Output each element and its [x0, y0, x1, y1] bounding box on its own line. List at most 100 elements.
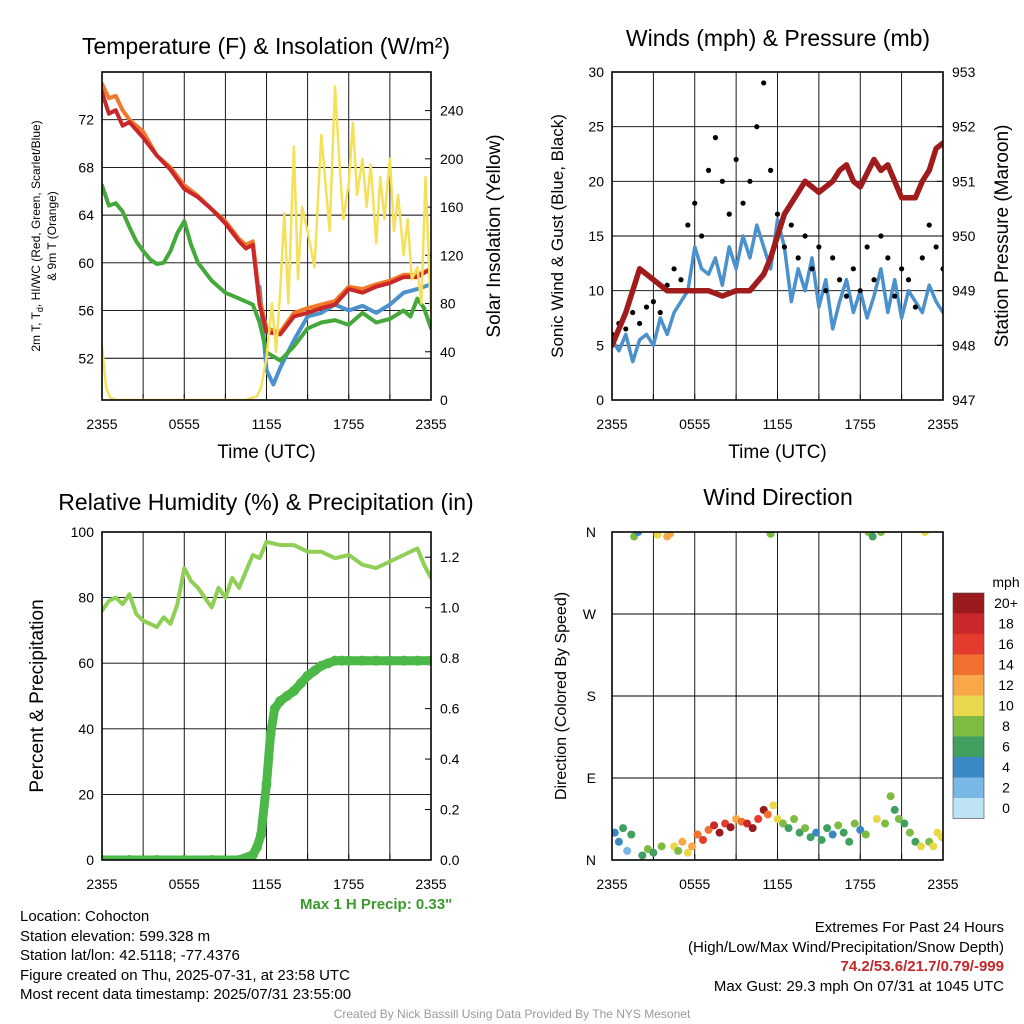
x-tick-label: 0555 — [169, 876, 200, 892]
colorbar-label: 0 — [1002, 800, 1010, 816]
colorbar-label: 14 — [998, 657, 1014, 673]
y-tick-label: 25 — [588, 119, 604, 135]
colorbar-swatch — [953, 695, 984, 716]
y-tick-label: 56 — [78, 303, 94, 319]
y-right-tick-label: 120 — [440, 247, 464, 263]
precip-point — [371, 655, 382, 666]
direction-point — [763, 810, 772, 819]
y-right-tick-label: 950 — [952, 228, 976, 244]
direction-point — [674, 846, 683, 855]
direction-point — [937, 833, 943, 842]
gust-point — [885, 255, 891, 261]
y-right-tick-label: 0.2 — [440, 802, 460, 818]
y-right-tick-label: 951 — [952, 173, 976, 189]
gust-point — [650, 299, 656, 305]
gust-point — [836, 277, 843, 283]
y-axis-label-part: 2m T, T — [29, 311, 43, 351]
direction-point — [769, 801, 778, 810]
gust-point — [671, 266, 677, 272]
direction-point — [801, 824, 810, 833]
direction-point — [612, 828, 619, 837]
y-tick-label: 60 — [78, 255, 94, 271]
y-right-tick-label: 0.6 — [440, 701, 460, 717]
extremes-heading: Extremes For Past 24 Hours — [814, 919, 1004, 936]
wind-speed-colorbar: mph 20+ 18 16 14 12 10 8 6 4 2 0 — [952, 574, 1020, 819]
most-recent-timestamp: Most recent data timestamp: 2025/07/31 2… — [20, 986, 352, 1003]
direction-point — [683, 848, 692, 857]
y-axis-label: Sonic Wind & Gust (Blue, Black) — [548, 114, 567, 358]
direction-point — [653, 532, 662, 539]
gust-point — [630, 309, 636, 316]
direction-point — [784, 824, 793, 833]
y-right-tick-label: 40 — [440, 344, 456, 360]
precip-point — [206, 855, 217, 860]
gust-point — [699, 233, 705, 239]
gust-point — [754, 124, 760, 130]
x-tick-label: 2355 — [927, 416, 958, 432]
y-right-tick-label: 1.2 — [440, 549, 460, 565]
direction-point — [921, 532, 930, 536]
direction-point — [657, 842, 666, 851]
precip-point — [384, 655, 395, 666]
gust-point — [871, 277, 877, 283]
y-tick-label: N — [586, 852, 596, 868]
y-right-tick-label: 1.0 — [440, 600, 460, 616]
colorbar-label: 12 — [998, 677, 1014, 693]
gust-point — [685, 222, 691, 228]
series-line-4 — [102, 85, 431, 400]
precip-point — [265, 728, 276, 739]
gust-point — [636, 320, 643, 327]
precip-point — [309, 665, 320, 676]
extremes-subheading: (High/Low/Max Wind/Precipitation/Snow De… — [688, 938, 1004, 956]
direction-point — [929, 842, 938, 851]
direction-point — [743, 819, 752, 828]
colorbar-swatch — [953, 757, 984, 778]
x-axis-label: Time (UTC) — [217, 442, 316, 463]
direction-point — [894, 815, 903, 823]
y-right-tick-label: 80 — [440, 296, 456, 312]
gust-point — [712, 135, 719, 141]
colorbar-label: 4 — [1002, 759, 1010, 775]
y-tick-label: 30 — [588, 64, 604, 80]
y-right-tick-label: 949 — [952, 283, 976, 299]
y-tick-label: E — [587, 770, 596, 786]
x-tick-label: 1155 — [762, 876, 792, 892]
direction-point — [872, 815, 881, 823]
y-axis-label-part: , HI/WC (Red, Green, Scarlet/Blue) — [29, 120, 43, 307]
direction-point — [790, 815, 799, 823]
direction-point — [634, 532, 643, 536]
direction-point — [638, 851, 647, 860]
direction-point — [868, 532, 877, 541]
precip-point — [261, 779, 272, 790]
winds-pressure-panel: 2355 0555 1155 1755 2355 0 5 10 15 20 25 30 947 948 94… — [548, 25, 1013, 463]
x-tick-label: 1755 — [333, 876, 364, 892]
y-right-tick-label: 0.8 — [440, 650, 460, 666]
direction-point — [806, 833, 815, 842]
x-tick-label: 1755 — [333, 416, 364, 432]
gust-point — [726, 211, 732, 217]
extremes-block: Extremes For Past 24 Hours (High/Low/Max… — [688, 918, 1004, 996]
extremes-values: 74.2/53.6/21.7/0.79/-999 — [840, 958, 1004, 975]
direction-point — [754, 815, 763, 823]
y-right-tick-label: 160 — [440, 199, 464, 215]
x-tick-label: 2355 — [415, 416, 446, 432]
y-right-tick-label: 200 — [440, 151, 464, 167]
colorbar-swatch — [953, 777, 984, 798]
colorbar-title: mph — [992, 574, 1019, 590]
direction-point — [861, 830, 870, 839]
max-precip-note: Max 1 H Precip: 0.33" — [300, 896, 453, 913]
precip-point — [275, 696, 286, 707]
series-line-0 — [102, 539, 431, 630]
precip-point — [398, 655, 409, 666]
gust-point — [705, 167, 712, 173]
precip-point — [302, 670, 313, 681]
direction-point — [704, 825, 713, 834]
colorbar-label: 18 — [998, 616, 1014, 632]
y-tick-label: 0 — [86, 852, 94, 868]
colorbar-frame — [952, 592, 985, 819]
x-tick-label: 2355 — [596, 876, 627, 892]
y-tick-label: 40 — [78, 721, 94, 737]
plot-frame — [101, 71, 432, 401]
